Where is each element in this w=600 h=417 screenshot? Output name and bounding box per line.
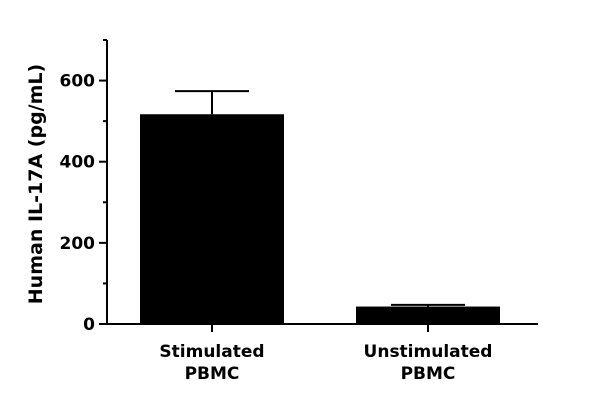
bars: [140, 90, 500, 324]
y-tick-label: 400: [60, 153, 96, 173]
y-tick-label: 0: [83, 315, 95, 335]
bar: [140, 114, 284, 324]
y-tick-label: 600: [60, 72, 96, 92]
y-axis-title: Human IL-17A (pg/mL): [25, 64, 47, 304]
bar: [356, 306, 500, 324]
y-tick-label: 200: [60, 234, 96, 254]
x-tick-label: Stimulated: [159, 342, 264, 362]
x-tick-label: PBMC: [185, 364, 240, 384]
x-tick-label: PBMC: [401, 364, 456, 384]
x-tick-label: Unstimulated: [364, 342, 493, 362]
